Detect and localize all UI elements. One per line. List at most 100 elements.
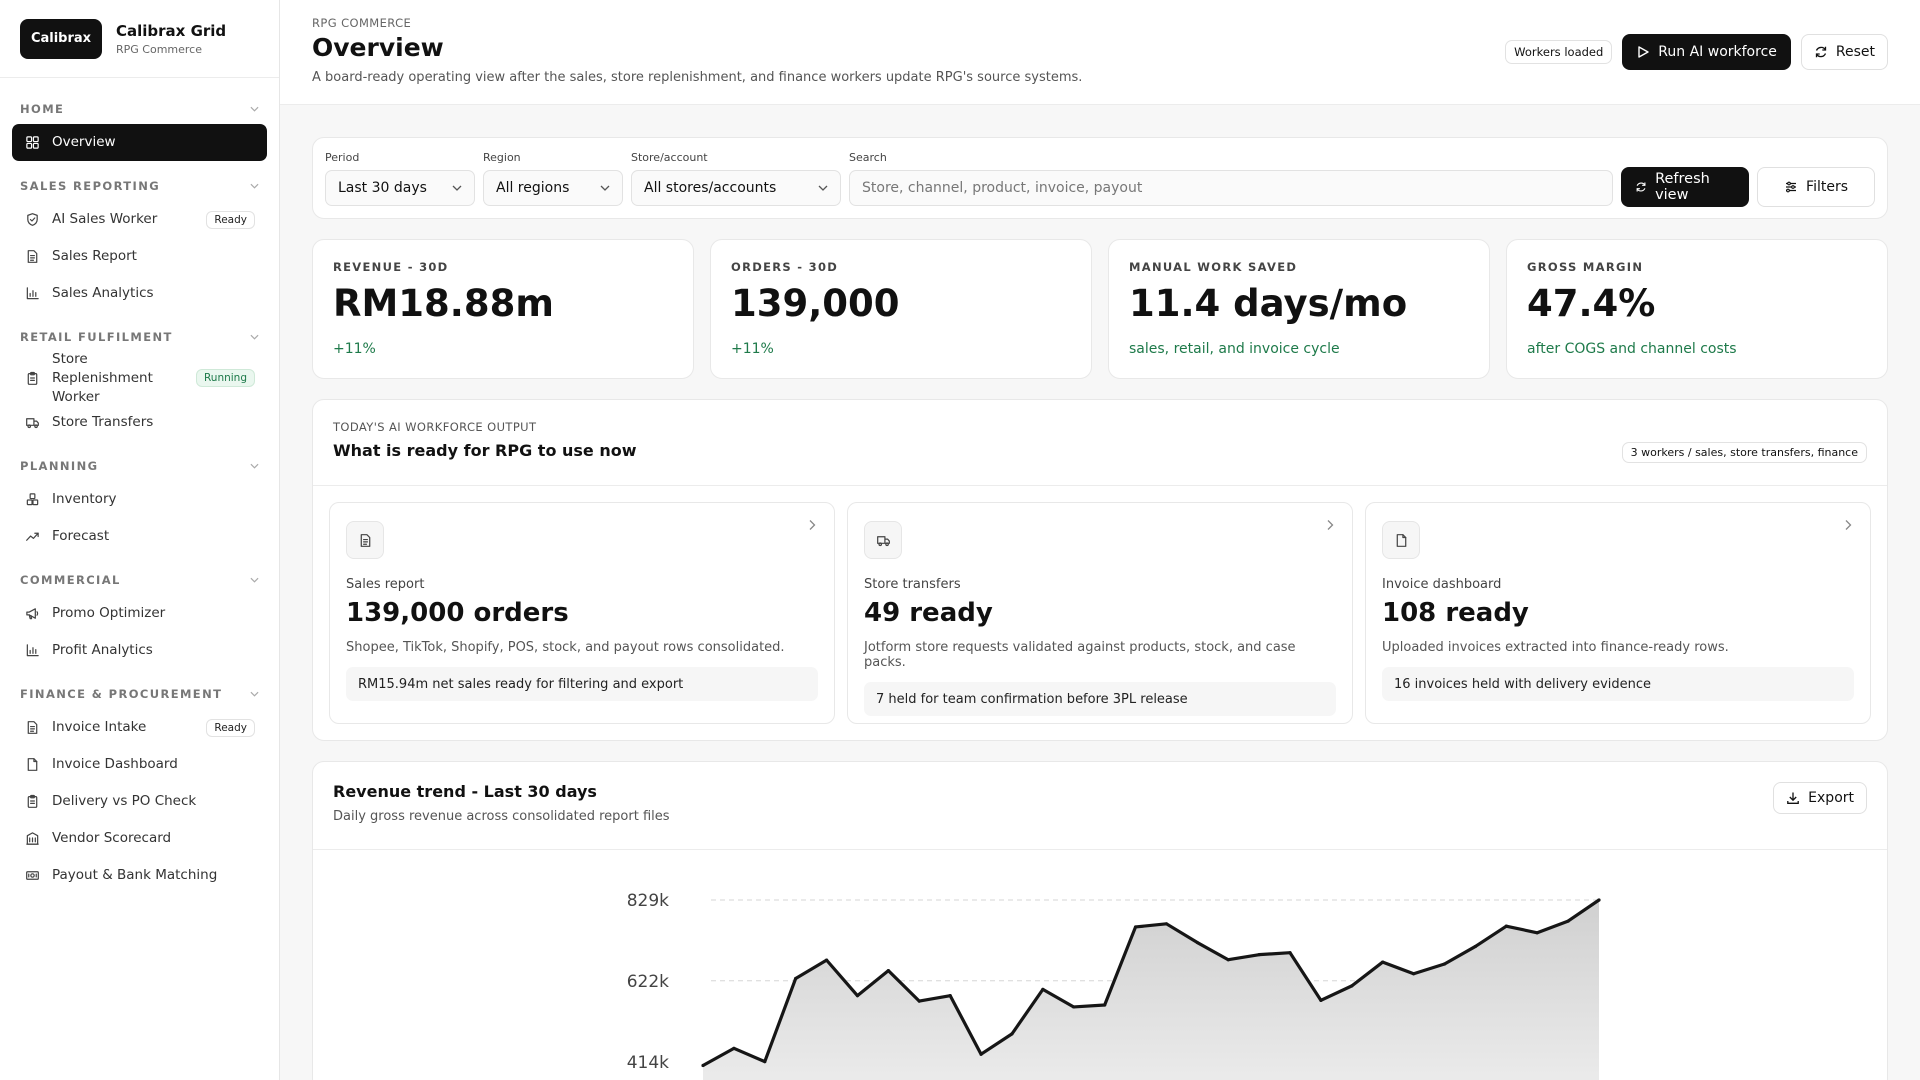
chevron-down-icon bbox=[250, 334, 259, 340]
shield-icon-wrap bbox=[24, 212, 40, 228]
kpi-delta: +11% bbox=[333, 341, 376, 357]
brand-logo[interactable]: Calibrax bbox=[20, 18, 102, 59]
sidebar-item-inventory[interactable]: Inventory bbox=[12, 481, 267, 518]
revenue-point bbox=[1442, 962, 1447, 966]
region-select[interactable]: All regions bbox=[483, 169, 623, 206]
revenue-point bbox=[1412, 972, 1416, 976]
nav-section-header[interactable]: HOME bbox=[12, 92, 267, 124]
chevron-down-icon bbox=[250, 577, 259, 583]
workforce-card-description: Shopee, TikTok, Shopify, POS, stock, and… bbox=[346, 640, 785, 655]
y-tick-label: 414k bbox=[627, 1053, 669, 1073]
refresh-view-label: Refresh view bbox=[1655, 171, 1710, 203]
revenue-point bbox=[1504, 924, 1508, 928]
sidebar-item-vendor-scorecard[interactable]: Vendor Scorecard bbox=[12, 820, 267, 857]
revenue-point bbox=[1133, 925, 1138, 929]
sidebar-item-delivery-vs-po-check[interactable]: Delivery vs PO Check bbox=[12, 783, 267, 820]
search-input[interactable]: Store, channel, product, invoice, payout bbox=[849, 169, 1613, 206]
sidebar-item-store-transfers[interactable]: Store Transfers bbox=[12, 404, 267, 441]
nav-section-header[interactable]: PLANNING bbox=[12, 449, 267, 481]
revenue-point bbox=[1164, 922, 1169, 926]
revenue-point bbox=[763, 1060, 767, 1064]
sidebar-item-label: Store Replenishment Worker bbox=[52, 350, 153, 405]
sidebar-item-forecast[interactable]: Forecast bbox=[12, 518, 267, 555]
nav-section-label: COMMERCIAL bbox=[20, 573, 121, 587]
workforce-card[interactable]: Store transfers 49 ready Jotform store req… bbox=[847, 502, 1353, 724]
kpi-delta: sales, retail, and invoice cycle bbox=[1129, 341, 1340, 357]
store-value: All stores/accounts bbox=[644, 179, 777, 196]
sidebar-item-label: Inventory bbox=[52, 491, 117, 507]
workforce-card[interactable]: Invoice dashboard 108 ready Uploaded invoi… bbox=[1365, 502, 1871, 724]
refresh-view-button[interactable]: Refresh view bbox=[1621, 167, 1750, 207]
nav-section-label: HOME bbox=[20, 102, 65, 116]
workforce-card-note: 7 held for team confirmation before 3PL … bbox=[864, 682, 1336, 716]
truck-icon bbox=[25, 418, 39, 429]
brand: Calibrax Calibrax Grid RPG Commerce bbox=[0, 0, 279, 78]
sidebar-item-store-replenishment-worker[interactable]: Store Replenishment Worker Running bbox=[12, 350, 267, 405]
chart-subtitle: Daily gross revenue across consolidated … bbox=[333, 809, 670, 824]
banknote-icon-wrap bbox=[24, 868, 40, 884]
status-badge: Ready bbox=[206, 718, 255, 737]
workforce-badge: 3 workers / sales, store transfers, fina… bbox=[1621, 442, 1867, 463]
sidebar-item-overview[interactable]: Overview bbox=[12, 124, 267, 161]
chevron-down-icon bbox=[250, 463, 259, 469]
nav-section-header[interactable]: COMMERCIAL bbox=[12, 563, 267, 595]
kpi-value: 139,000 bbox=[731, 282, 900, 325]
sidebar-item-label: AI Sales Worker bbox=[52, 211, 158, 227]
store-select[interactable]: All stores/accounts bbox=[631, 169, 841, 206]
sidebar-item-ai-sales-worker[interactable]: AI Sales Worker Ready bbox=[12, 201, 267, 238]
nav-section-header[interactable]: SALES REPORTING bbox=[12, 169, 267, 201]
workforce-card-description: Uploaded invoices extracted into finance… bbox=[1382, 640, 1729, 655]
kpi-value: RM18.88m bbox=[333, 282, 554, 325]
chevron-right-icon bbox=[809, 520, 816, 530]
sidebar: Calibrax Calibrax Grid RPG Commerce HOME… bbox=[0, 0, 280, 1080]
kpi-value: 11.4 days/mo bbox=[1129, 282, 1408, 325]
sidebar-item-label: Sales Analytics bbox=[52, 285, 154, 301]
filters-label: Filters bbox=[1806, 179, 1848, 195]
nav-section-header[interactable]: RETAIL FULFILMENT bbox=[12, 320, 267, 352]
revenue-point bbox=[917, 999, 921, 1003]
region-value: All regions bbox=[496, 179, 570, 196]
period-select[interactable]: Last 30 days bbox=[325, 169, 475, 206]
sidebar-nav: HOME Overview SALES REPORTING AI Sales Work… bbox=[0, 78, 279, 916]
workforce-card[interactable]: Sales report 139,000 orders Shopee, TikTok… bbox=[329, 502, 835, 724]
kpi-value: 47.4% bbox=[1527, 282, 1656, 325]
sidebar-item-promo-optimizer[interactable]: Promo Optimizer bbox=[12, 595, 267, 632]
banknote-icon bbox=[25, 871, 39, 880]
run-ai-workforce-button[interactable]: Run AI workforce bbox=[1622, 34, 1791, 70]
export-button[interactable]: Export bbox=[1773, 782, 1867, 814]
sidebar-item-invoice-intake[interactable]: Invoice Intake Ready bbox=[12, 709, 267, 746]
kpi-delta: +11% bbox=[731, 341, 774, 357]
period-value: Last 30 days bbox=[338, 179, 427, 196]
clipboard-icon bbox=[27, 371, 37, 385]
filters-button[interactable]: Filters bbox=[1757, 167, 1875, 207]
kpi-label: MANUAL WORK SAVED bbox=[1129, 260, 1298, 274]
nav-section-header[interactable]: FINANCE & PROCUREMENT bbox=[12, 677, 267, 709]
revenue-point bbox=[1473, 944, 1478, 949]
sidebar-item-sales-report[interactable]: Sales Report bbox=[12, 238, 267, 275]
grid-icon bbox=[25, 136, 39, 149]
region-field: Region All regions bbox=[483, 151, 623, 206]
main-area: RPG COMMERCE Overview A board-ready oper… bbox=[280, 0, 1920, 1080]
revenue-point bbox=[701, 1063, 705, 1068]
chart-header: Revenue trend - Last 30 days Daily gross… bbox=[313, 762, 1887, 850]
revenue-point bbox=[855, 994, 860, 998]
building-icon bbox=[25, 832, 39, 845]
play-icon bbox=[1638, 46, 1649, 58]
revenue-line bbox=[702, 898, 1600, 1067]
sidebar-item-label: Forecast bbox=[52, 528, 110, 544]
workforce-header: TODAY'S AI WORKFORCE OUTPUT What is read… bbox=[313, 400, 1887, 486]
nav-section-label: SALES REPORTING bbox=[20, 179, 161, 193]
revenue-point bbox=[794, 976, 798, 981]
sidebar-item-sales-analytics[interactable]: Sales Analytics bbox=[12, 275, 267, 312]
sidebar-item-invoice-dashboard[interactable]: Invoice Dashboard bbox=[12, 746, 267, 783]
reset-button[interactable]: Reset bbox=[1800, 34, 1888, 70]
workforce-card-icon bbox=[864, 521, 902, 559]
bar-chart-icon-wrap bbox=[24, 286, 40, 302]
sidebar-item-payout-bank-matching[interactable]: Payout & Bank Matching bbox=[12, 857, 267, 894]
revenue-point bbox=[1319, 998, 1323, 1002]
workforce-card-value: 108 ready bbox=[1382, 598, 1529, 628]
kpi-row: REVENUE - 30D RM18.88m +11% ORDERS - 30D 139… bbox=[312, 239, 1888, 379]
download-icon bbox=[1787, 792, 1800, 804]
clipboard-icon-wrap bbox=[24, 794, 40, 810]
sidebar-item-profit-analytics[interactable]: Profit Analytics bbox=[12, 632, 267, 669]
